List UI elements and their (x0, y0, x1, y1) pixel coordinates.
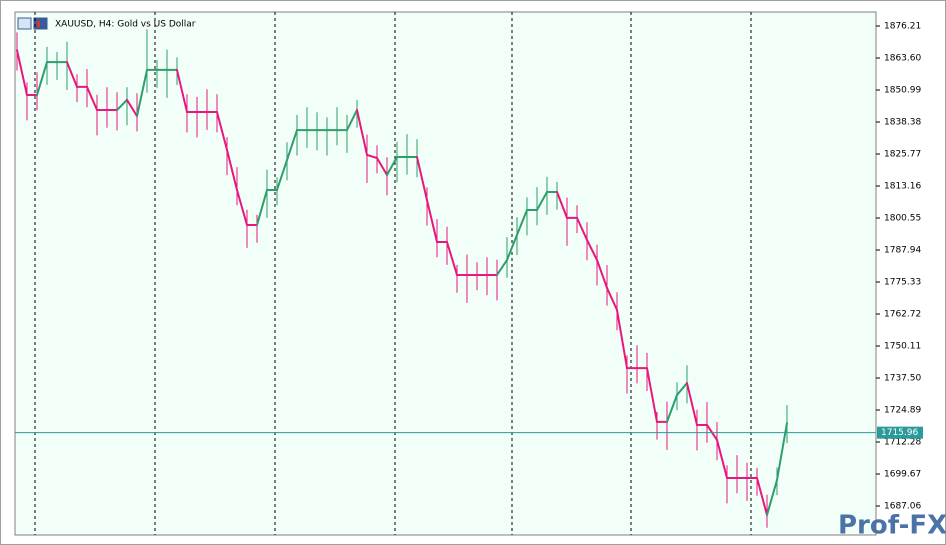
trend-line-segment (506, 233, 518, 261)
current-price-label: 1715.96 (881, 428, 918, 438)
y-tick-label: 1850.99 (884, 86, 921, 96)
y-tick-label: 1787.94 (884, 246, 921, 256)
y-tick-label: 1775.33 (884, 278, 921, 288)
trend-line-segment (646, 367, 658, 423)
trend-line-segment (216, 111, 228, 151)
trend-line-segment (236, 188, 248, 226)
trend-line-segment (616, 308, 628, 370)
watermark: Prof-FX (838, 511, 946, 541)
trend-line-segment (386, 155, 398, 176)
trend-line-segment (716, 438, 728, 479)
plot-area (14, 11, 877, 536)
trend-line-segment (496, 258, 508, 276)
y-tick-label: 1825.77 (884, 150, 921, 160)
trend-line-segment (36, 61, 48, 97)
trend-line-segment (596, 258, 608, 289)
trend-line-segment (226, 148, 238, 191)
y-tick-label: 1750.11 (884, 341, 921, 351)
trend-line-segment (86, 85, 98, 112)
trend-line-segment (16, 49, 28, 97)
y-tick-label: 1863.60 (884, 54, 921, 64)
trend-line-segment (126, 98, 138, 118)
y-tick-label: 1762.72 (884, 310, 921, 320)
y-tick-label: 1876.21 (884, 22, 921, 32)
trend-line-segment (346, 109, 358, 132)
trend-line-segment (606, 286, 618, 311)
trend-line-segment (576, 216, 588, 241)
trend-line-segment (426, 199, 438, 243)
current-price-box (877, 426, 923, 439)
trend-line-segment (286, 129, 298, 162)
trend-line-segment (366, 153, 378, 159)
symbol-icons (17, 17, 48, 30)
trend-line-segment (416, 155, 428, 202)
trend-line-segment (676, 382, 688, 397)
trend-line-segment (516, 209, 528, 236)
y-tick-label: 1699.67 (884, 469, 921, 479)
y-tick-label: 1737.50 (884, 373, 921, 383)
trend-line-segment (586, 238, 598, 261)
trend-line-segment (66, 61, 78, 88)
trend-line-segment (766, 479, 778, 517)
y-tick-label: 1687.06 (884, 501, 921, 511)
trend-line-segment (756, 476, 768, 517)
y-tick-label: 1838.38 (884, 118, 921, 128)
trend-line-segment (536, 190, 548, 212)
trend-line-segment (446, 240, 458, 276)
trend-line-segment (686, 382, 698, 426)
chart-title: XAUUSD, H4: Gold vs US Dollar (55, 20, 196, 30)
y-tick-label: 1813.16 (884, 182, 921, 192)
y-tick-label: 1724.89 (884, 405, 921, 415)
trend-line-segment (276, 159, 288, 191)
trend-line-segment (376, 156, 388, 176)
y-tick-label: 1800.55 (884, 214, 921, 224)
plot (16, 29, 788, 528)
trend-line-segment (256, 188, 268, 226)
y-tick-label: 1712.28 (884, 437, 921, 447)
trend-line-segment (176, 68, 188, 114)
trend-line-segment (666, 394, 678, 423)
trend-line-segment (136, 68, 148, 118)
trend-line-segment (356, 109, 368, 156)
trend-line-segment (116, 98, 128, 112)
trend-line-segment (556, 190, 568, 219)
